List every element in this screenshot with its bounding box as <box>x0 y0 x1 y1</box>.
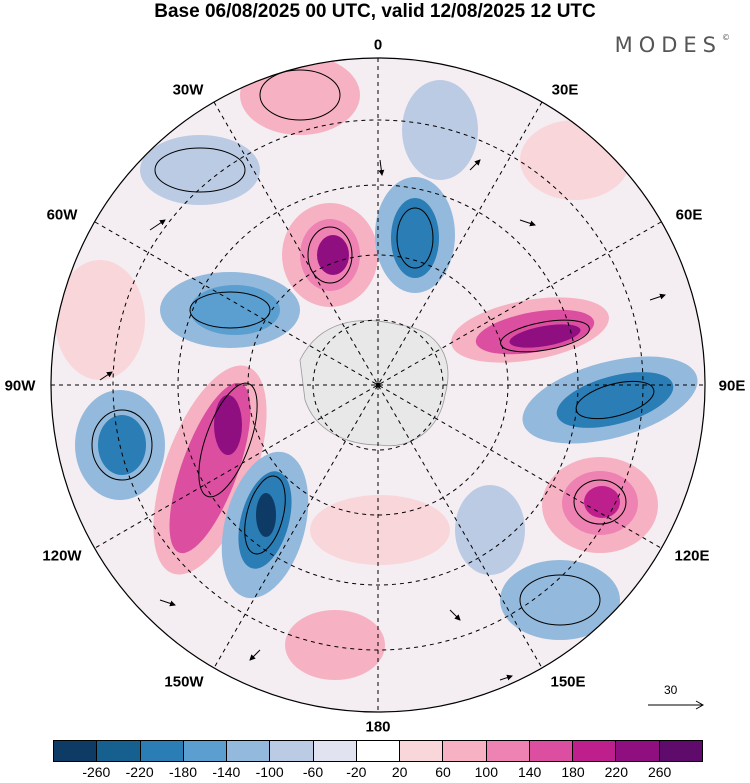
reference-vector-arrow <box>648 700 705 710</box>
colorbar-tick-label: -260 <box>82 764 111 780</box>
colorbar-segment <box>529 741 574 761</box>
south-pole-marker <box>375 382 381 388</box>
negative-anomaly <box>500 560 620 640</box>
map-title: Base 06/08/2025 00 UTC, valid 12/08/2025… <box>154 1 596 22</box>
colorbar-segment <box>443 741 487 761</box>
colorbar-segment <box>486 741 530 761</box>
map-boundary <box>50 57 706 713</box>
positive-anomaly <box>520 120 630 200</box>
lon-label-120w: 120W <box>42 547 82 565</box>
colorbar-segment <box>227 741 271 761</box>
colorbar-tick-label: -140 <box>212 764 241 780</box>
lon-label-150e: 150E <box>550 673 586 691</box>
colorbar-segment <box>573 741 617 761</box>
colorbar-segment <box>313 741 357 761</box>
colorbar-tick-label: 20 <box>391 764 408 780</box>
positive-anomaly <box>55 260 145 380</box>
colorbar-tick-label: 220 <box>604 764 629 780</box>
negative-anomaly <box>402 80 478 180</box>
lon-label-30w: 30W <box>172 81 204 99</box>
reference-vector: 30 <box>646 683 706 728</box>
colorbar-tick-label: -220 <box>125 764 154 780</box>
colorbar-tick-label: 140 <box>517 764 542 780</box>
colorbar-ticks: -260 -220 -180 -140 -100 -60 -20 20 60 100 140 180 2… <box>53 764 703 782</box>
streamlines <box>91 69 655 626</box>
colorbar-segment <box>356 741 401 761</box>
lon-label-90w: 90W <box>4 377 36 395</box>
lon-label-180: 180 <box>365 718 391 736</box>
colorbar-segment <box>140 741 184 761</box>
polar-map <box>50 57 706 713</box>
colorbar-tick-label: -20 <box>346 764 367 780</box>
colorbar-tick-label: 180 <box>561 764 585 780</box>
colorbar-segment <box>400 741 444 761</box>
colorbar-tick-label: 60 <box>435 764 451 780</box>
colorbar-segment <box>183 741 228 761</box>
colorbar-tick-label: -180 <box>168 764 198 780</box>
lon-label-30e: 30E <box>551 81 579 99</box>
negative-anomaly <box>140 135 260 205</box>
lon-label-60e: 60E <box>675 206 703 224</box>
colorbar-segment <box>270 741 314 761</box>
colorbar-tick-label: -60 <box>302 764 324 780</box>
lon-label-150w: 150W <box>164 673 204 691</box>
colorbar-tick-label: -100 <box>255 764 284 780</box>
colorbar-segment <box>97 741 141 761</box>
colorbar-tick-label: 100 <box>474 764 499 780</box>
logo-copyright: © <box>722 33 730 42</box>
anomaly-field <box>55 58 698 680</box>
lon-label-60w: 60W <box>46 206 78 224</box>
reference-vector-value: 30 <box>664 683 678 697</box>
logo-text: MODES <box>614 33 722 57</box>
colorbar-segment <box>659 741 702 761</box>
wind-vectors <box>99 159 666 681</box>
lon-label-120e: 120E <box>674 547 710 565</box>
colorbar-segment <box>54 741 98 761</box>
colorbar-segment <box>616 741 660 761</box>
positive-anomaly <box>285 610 385 680</box>
colorbar-tick-label: 260 <box>647 764 672 780</box>
positive-anomaly <box>310 495 450 565</box>
negative-anomaly <box>455 485 525 575</box>
graticule <box>51 58 705 712</box>
lon-label-0: 0 <box>373 36 383 54</box>
colorbar <box>53 740 703 762</box>
modes-logo: MODES© <box>615 33 730 57</box>
lon-label-90e: 90E <box>718 377 746 395</box>
